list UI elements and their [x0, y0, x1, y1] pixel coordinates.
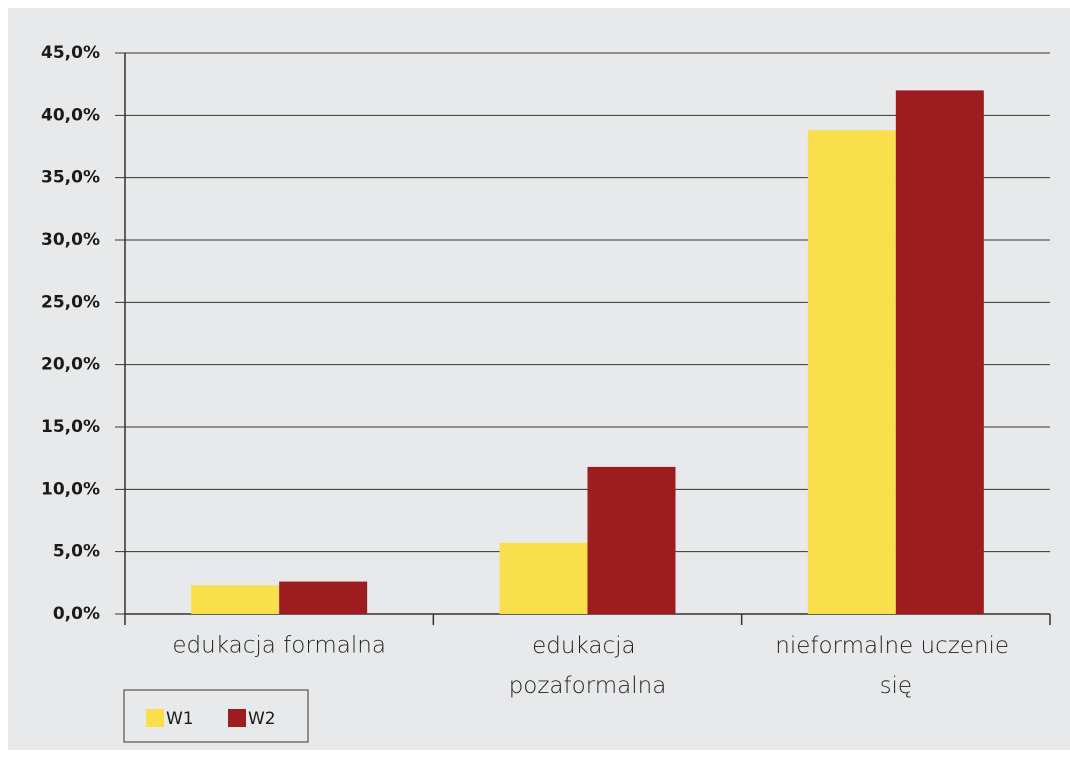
legend-swatch [146, 709, 164, 727]
legend-label: W1 [166, 709, 194, 729]
bar [279, 581, 368, 614]
legend-label: W2 [248, 709, 276, 729]
x-tick-label: edukacja pozaformalna [509, 633, 667, 699]
x-tick-label: nieformalne uczenie się [775, 633, 1016, 699]
y-tick-label: 15,0% [41, 417, 100, 437]
bar [499, 542, 588, 614]
y-tick-label: 20,0% [41, 355, 100, 375]
y-tick-label: 25,0% [41, 292, 100, 312]
y-tick-label: 0,0% [53, 604, 100, 624]
x-tick-label-line: nieformalne uczenie [775, 633, 1016, 659]
bar [191, 585, 280, 614]
y-tick-label: 10,0% [41, 479, 100, 499]
y-tick-label: 35,0% [41, 168, 100, 188]
legend-swatch [228, 709, 246, 727]
legend-box [123, 689, 309, 743]
x-tick-label-line: pozaformalna [509, 673, 667, 699]
y-tick-label: 40,0% [41, 105, 100, 125]
x-tick-label: edukacja formalna [172, 633, 386, 659]
y-tick-label: 45,0% [41, 43, 100, 63]
bar [895, 90, 984, 614]
x-tick-label-line: edukacja [532, 633, 643, 659]
bar [807, 130, 896, 614]
y-tick-label: 30,0% [41, 230, 100, 250]
bar [587, 466, 676, 614]
x-tick-label-line: się [880, 673, 913, 699]
y-tick-label: 5,0% [53, 542, 100, 562]
